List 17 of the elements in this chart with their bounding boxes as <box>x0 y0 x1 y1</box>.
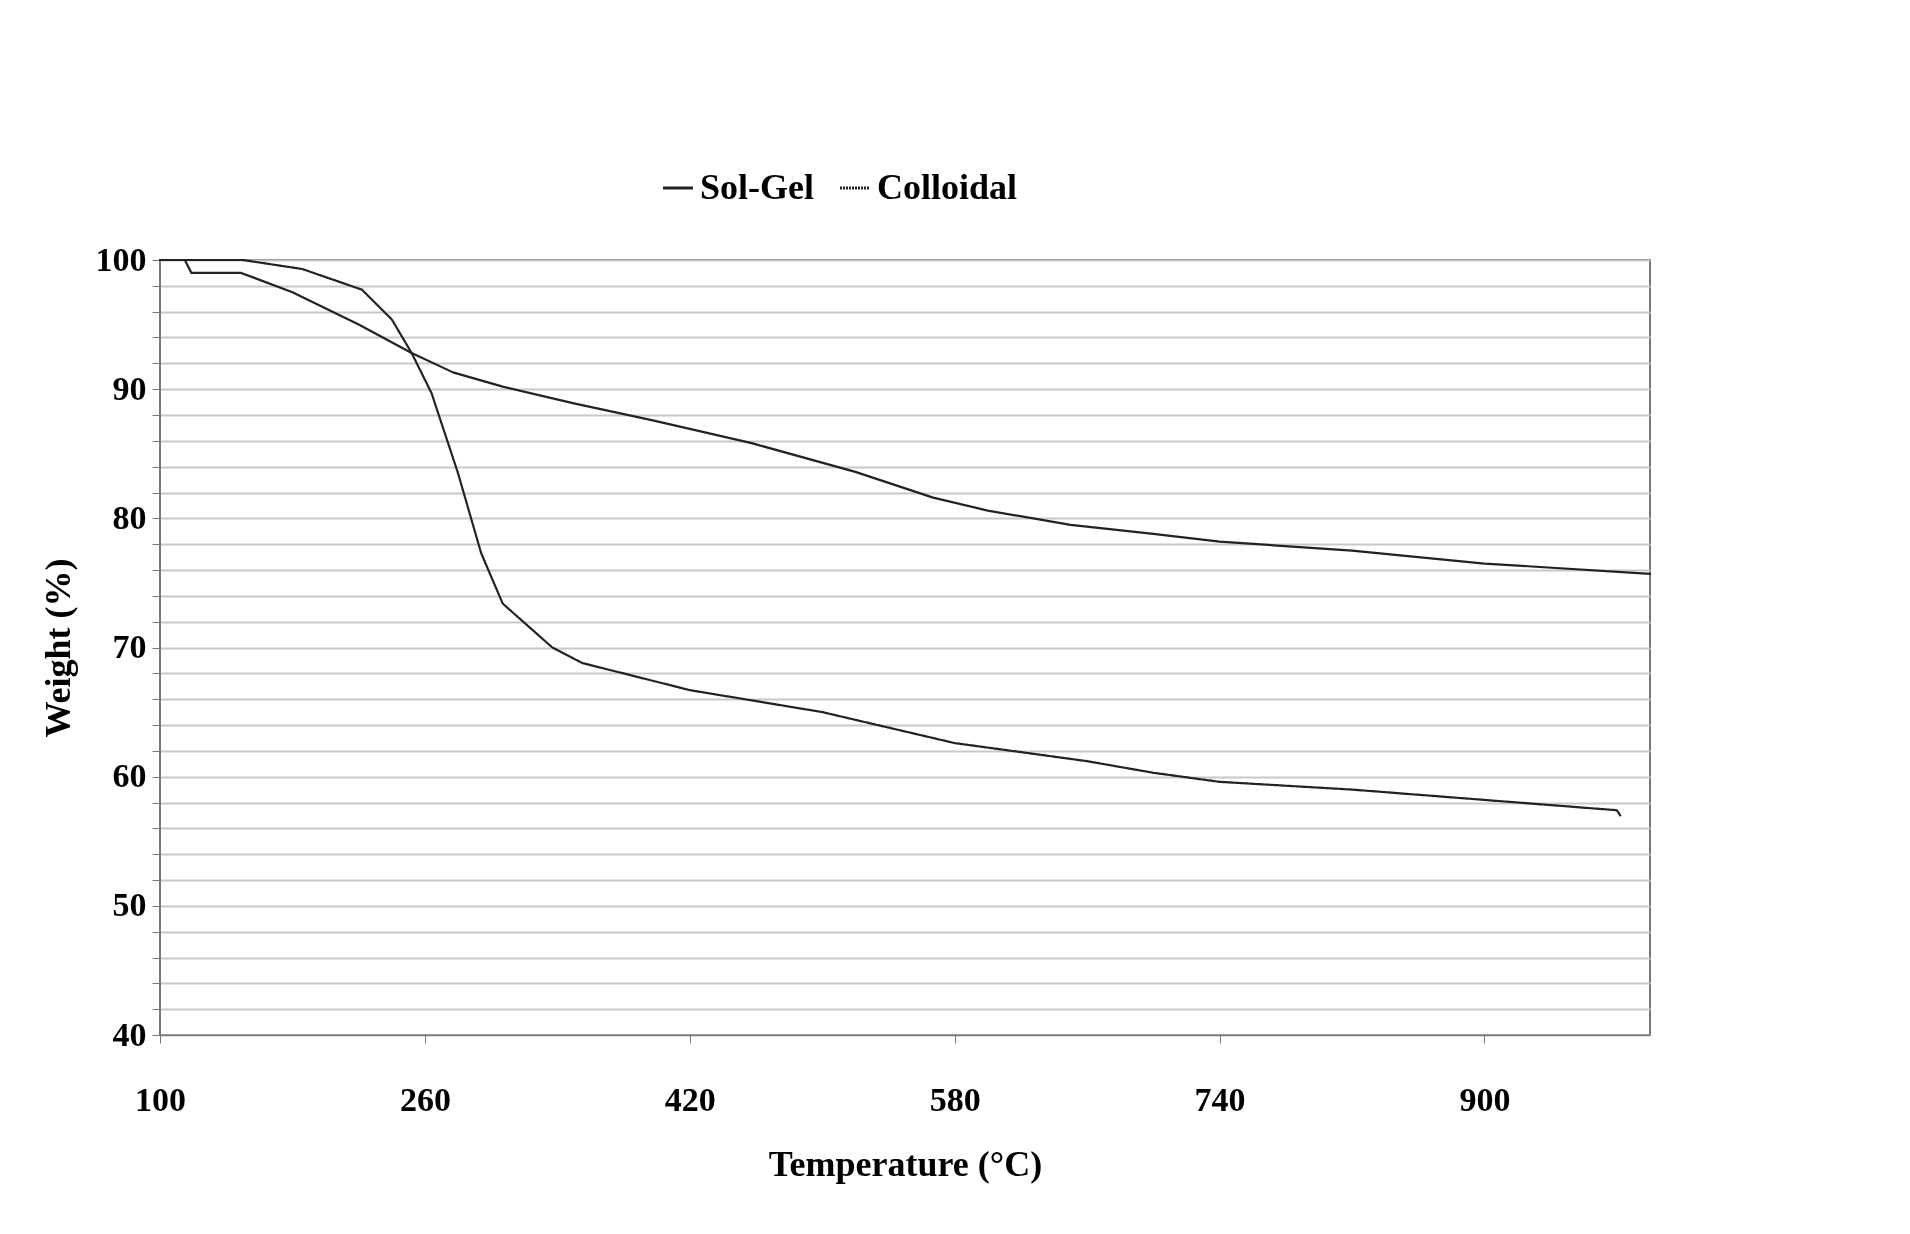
legend-label: Sol-Gel <box>700 167 814 207</box>
x-tick-label: 260 <box>399 1080 451 1118</box>
x-tick-label: 740 <box>1194 1080 1246 1118</box>
y-tick-label: 80 <box>112 498 147 536</box>
x-tick-label: 420 <box>664 1080 716 1118</box>
y-tick-label: 100 <box>95 240 147 278</box>
x-tick-label: 100 <box>135 1080 186 1118</box>
legend-label: Colloidal <box>877 167 1018 207</box>
y-tick-label: 90 <box>112 369 147 407</box>
y-tick-label: 70 <box>112 628 147 665</box>
x-axis-title: Temperature (°C) <box>768 1143 1043 1184</box>
y-tick-label: 50 <box>112 886 147 924</box>
x-tick-label: 900 <box>1459 1080 1511 1118</box>
x-tick-label: 580 <box>929 1080 981 1118</box>
y-tick-label: 60 <box>112 757 147 795</box>
y-tick-label: 40 <box>112 1015 147 1053</box>
y-axis-title: Weight (%) <box>37 558 78 738</box>
